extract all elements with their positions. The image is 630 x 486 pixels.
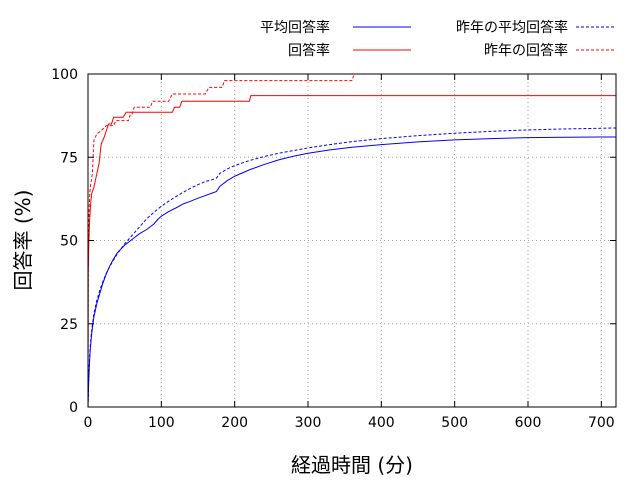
x-tick-label: 300	[295, 415, 322, 431]
y-tick-label: 25	[60, 317, 78, 333]
grid	[87, 73, 616, 408]
y-tick-label: 50	[60, 234, 78, 250]
y-tick-label: 100	[51, 67, 78, 83]
series-layer	[87, 73, 617, 408]
y-tick-label: 0	[69, 400, 78, 416]
tick-labels: 0 25 50 75 100 0 100 200 300 400 500 600 700	[51, 67, 614, 431]
x-tick-label: 500	[441, 415, 468, 431]
series-line-2	[87, 95, 616, 408]
series-line-1	[87, 136, 616, 408]
x-axis-title: 経過時間 (分)	[291, 453, 413, 477]
x-tick-label: 200	[221, 415, 248, 431]
legend-label-3: 昨年の平均回答率	[456, 19, 568, 36]
x-tick-label: 400	[368, 415, 395, 431]
ticks	[87, 73, 616, 408]
x-tick-label: 0	[84, 415, 93, 431]
legend-label-1: 平均回答率	[260, 19, 330, 36]
y-axis-title: 回答率 (%)	[11, 190, 35, 291]
x-tick-label: 600	[515, 415, 542, 431]
x-tick-label: 700	[588, 415, 615, 431]
legend-label-2: 回答率	[288, 42, 330, 59]
legend-label-4: 昨年の回答率	[484, 42, 568, 59]
series-line-3	[87, 127, 617, 408]
y-tick-label: 75	[60, 150, 78, 166]
x-tick-label: 100	[148, 415, 175, 431]
